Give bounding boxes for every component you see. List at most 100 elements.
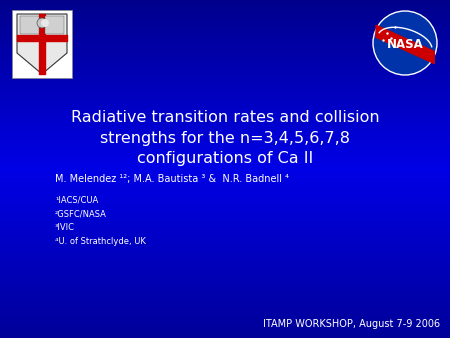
Bar <box>0 196 450 197</box>
Bar <box>0 42 450 43</box>
Bar <box>0 20 450 21</box>
Bar <box>0 271 450 272</box>
Bar <box>0 63 450 64</box>
Text: NASA: NASA <box>387 39 423 51</box>
Bar <box>0 329 450 330</box>
Bar <box>0 197 450 198</box>
Bar <box>0 133 450 134</box>
Bar <box>0 224 450 225</box>
Bar <box>0 24 450 25</box>
Bar <box>0 176 450 177</box>
Bar <box>0 306 450 307</box>
Bar <box>0 310 450 311</box>
Bar <box>0 129 450 130</box>
Bar <box>0 36 450 37</box>
Bar <box>0 231 450 232</box>
Bar <box>0 68 450 69</box>
Bar <box>0 309 450 310</box>
Bar <box>0 273 450 274</box>
Bar <box>0 257 450 258</box>
Bar <box>0 239 450 240</box>
Bar <box>0 72 450 73</box>
Bar <box>0 8 450 9</box>
Bar <box>0 327 450 328</box>
Bar <box>0 233 450 234</box>
Bar <box>0 25 450 26</box>
Bar <box>0 266 450 267</box>
Bar <box>0 313 450 314</box>
Bar <box>0 198 450 199</box>
Bar <box>0 317 450 318</box>
Bar <box>0 263 450 264</box>
Bar <box>0 297 450 298</box>
Bar <box>0 218 450 219</box>
Bar <box>0 15 450 16</box>
Bar <box>0 193 450 194</box>
Bar <box>0 289 450 290</box>
Bar <box>0 17 450 18</box>
Bar <box>0 74 450 75</box>
Bar <box>0 194 450 195</box>
Bar <box>0 114 450 115</box>
Bar <box>0 28 450 29</box>
Bar <box>0 108 450 109</box>
Bar <box>0 259 450 260</box>
Bar <box>0 291 450 292</box>
Bar <box>12 10 72 78</box>
Bar <box>0 81 450 82</box>
Bar <box>0 125 450 126</box>
Bar <box>0 59 450 60</box>
Bar <box>0 128 450 129</box>
Bar <box>0 155 450 156</box>
Bar <box>0 296 450 297</box>
Bar <box>0 121 450 122</box>
Bar <box>0 21 450 22</box>
Bar <box>0 22 450 23</box>
Bar <box>0 200 450 201</box>
Bar <box>0 187 450 188</box>
Bar <box>0 117 450 118</box>
Bar <box>0 190 450 191</box>
Bar <box>0 285 450 286</box>
Bar <box>0 13 450 14</box>
Bar <box>0 145 450 146</box>
Bar <box>0 105 450 106</box>
Text: ²GSFC/NASA: ²GSFC/NASA <box>55 210 107 218</box>
Bar <box>0 66 450 67</box>
Bar <box>0 135 450 136</box>
Bar <box>0 160 450 161</box>
Bar <box>0 203 450 204</box>
Bar <box>0 337 450 338</box>
Bar <box>0 156 450 157</box>
Bar <box>0 94 450 95</box>
Text: ITAMP WORKSHOP, August 7-9 2006: ITAMP WORKSHOP, August 7-9 2006 <box>263 319 440 329</box>
Bar <box>0 292 450 293</box>
Bar <box>0 274 450 275</box>
Bar <box>0 140 450 141</box>
Bar <box>0 136 450 137</box>
Bar <box>0 269 450 270</box>
Bar <box>0 275 450 276</box>
Bar <box>0 147 450 148</box>
Bar <box>0 298 450 299</box>
Bar <box>0 223 450 224</box>
Bar <box>0 154 450 155</box>
Bar <box>0 280 450 281</box>
Bar <box>0 245 450 246</box>
Text: ¹IACS/CUA: ¹IACS/CUA <box>55 195 98 204</box>
Bar <box>0 19 450 20</box>
Bar <box>0 320 450 321</box>
Bar <box>0 183 450 184</box>
Bar <box>0 192 450 193</box>
Bar <box>0 208 450 209</box>
Bar <box>0 305 450 306</box>
Bar <box>20 16 39 34</box>
Bar <box>0 328 450 329</box>
Bar <box>0 27 450 28</box>
Bar <box>0 304 450 305</box>
Bar <box>0 56 450 57</box>
Bar <box>0 281 450 282</box>
Bar <box>0 2 450 3</box>
Bar <box>0 315 450 316</box>
Bar <box>0 43 450 44</box>
